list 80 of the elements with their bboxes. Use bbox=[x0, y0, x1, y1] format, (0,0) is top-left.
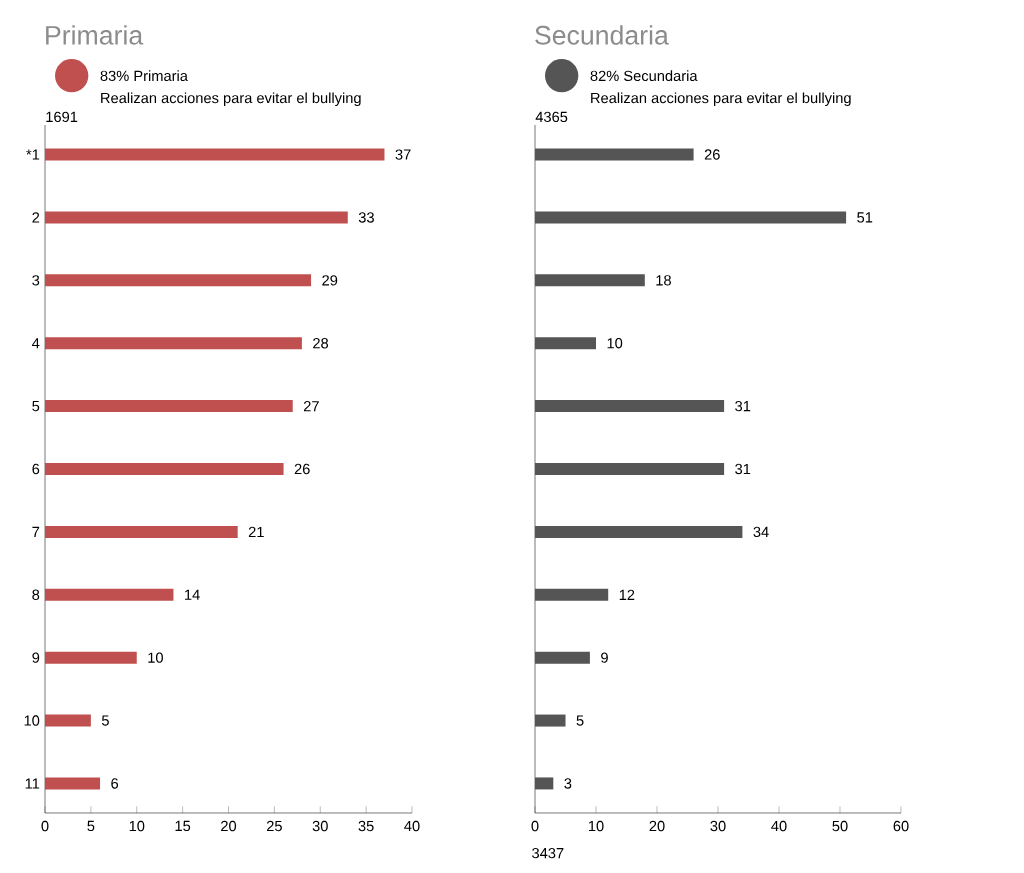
data-label: 29 bbox=[322, 275, 338, 286]
data-label: 14 bbox=[185, 589, 200, 600]
y-tick-label: 11 bbox=[25, 778, 40, 789]
data-label: 31 bbox=[735, 463, 751, 475]
x-tick-label: 15 bbox=[175, 820, 191, 832]
chart-title: Primaria bbox=[46, 25, 144, 45]
bar bbox=[45, 211, 348, 224]
y-tick-label: 9 bbox=[32, 652, 40, 663]
y-tick-label: 8 bbox=[32, 589, 40, 600]
x-tick-label: 25 bbox=[266, 820, 282, 832]
x-tick-label: 30 bbox=[312, 820, 328, 832]
x-tick-label: 20 bbox=[221, 820, 237, 832]
data-label: 26 bbox=[704, 149, 720, 160]
data-label: 37 bbox=[395, 149, 411, 160]
bar bbox=[535, 525, 743, 538]
bar bbox=[45, 274, 312, 287]
data-label: 21 bbox=[248, 526, 264, 537]
x-tick-label: 50 bbox=[832, 820, 848, 832]
bar bbox=[535, 400, 725, 413]
x-tick-label: 30 bbox=[710, 820, 726, 832]
bar bbox=[535, 274, 645, 287]
y-tick-label: 10 bbox=[24, 715, 40, 726]
chart-subtitle: Realizan acciones para evitar el bullying bbox=[591, 92, 851, 107]
bar bbox=[535, 337, 597, 350]
bar bbox=[535, 714, 566, 727]
bar bbox=[45, 525, 238, 538]
data-label: 9 bbox=[601, 652, 608, 663]
bar bbox=[45, 651, 137, 664]
data-label: 26 bbox=[294, 463, 310, 475]
y-tick-label: 5 bbox=[32, 401, 40, 412]
data-label: 34 bbox=[753, 526, 769, 538]
data-label: 3 bbox=[564, 778, 572, 789]
x-tick-label: 40 bbox=[771, 820, 787, 832]
y-tick-label: 4 bbox=[32, 338, 40, 349]
data-label: 5 bbox=[101, 715, 109, 726]
x-tick-label: 0 bbox=[41, 820, 49, 832]
bar bbox=[45, 148, 385, 161]
bar bbox=[535, 148, 694, 161]
x-tick-label: 0 bbox=[531, 820, 539, 832]
chart-title: Secundaria bbox=[535, 25, 669, 45]
data-label: 12 bbox=[619, 589, 635, 600]
bar bbox=[535, 211, 847, 224]
bar bbox=[45, 337, 302, 350]
data-label: 31 bbox=[735, 400, 751, 412]
legend-label: 82% Secundaria bbox=[590, 70, 698, 82]
text: 1691 bbox=[46, 111, 78, 123]
x-tick-label: 10 bbox=[129, 820, 145, 832]
bar bbox=[535, 777, 554, 790]
x-tick-label: 35 bbox=[358, 820, 374, 832]
y-tick-label: *1 bbox=[26, 149, 40, 160]
bar bbox=[45, 400, 293, 413]
x-tick-label: 60 bbox=[893, 820, 909, 832]
chart-subtitle: Realizan acciones para evitar el bullying bbox=[101, 92, 361, 107]
legend-label: 83% Primaria bbox=[100, 70, 188, 82]
data-label: 28 bbox=[313, 338, 329, 349]
y-tick-label: 6 bbox=[32, 463, 40, 475]
bar bbox=[535, 588, 609, 601]
data-label: 6 bbox=[111, 778, 119, 789]
x-tick-label: 5 bbox=[87, 820, 95, 832]
text: 4365 bbox=[535, 111, 568, 123]
bar bbox=[535, 651, 590, 664]
x-tick-label: 20 bbox=[649, 820, 665, 832]
data-label: 10 bbox=[148, 652, 163, 663]
x-tick-label: 40 bbox=[404, 820, 420, 832]
y-tick-label: 3 bbox=[32, 275, 40, 286]
bar bbox=[45, 463, 284, 475]
bar bbox=[45, 588, 174, 601]
bar bbox=[45, 714, 91, 727]
y-tick-label: 2 bbox=[32, 212, 40, 223]
x-tick-label: 10 bbox=[588, 820, 604, 832]
bar bbox=[45, 777, 101, 790]
data-label: 51 bbox=[857, 212, 873, 223]
data-label: 33 bbox=[358, 212, 374, 223]
data-label: 18 bbox=[656, 275, 671, 286]
bar bbox=[535, 463, 725, 475]
data-label: 10 bbox=[607, 338, 623, 349]
text: 3437 bbox=[532, 847, 564, 859]
y-tick-label: 7 bbox=[32, 526, 40, 537]
data-label: 27 bbox=[303, 401, 319, 412]
data-label: 5 bbox=[576, 715, 584, 726]
